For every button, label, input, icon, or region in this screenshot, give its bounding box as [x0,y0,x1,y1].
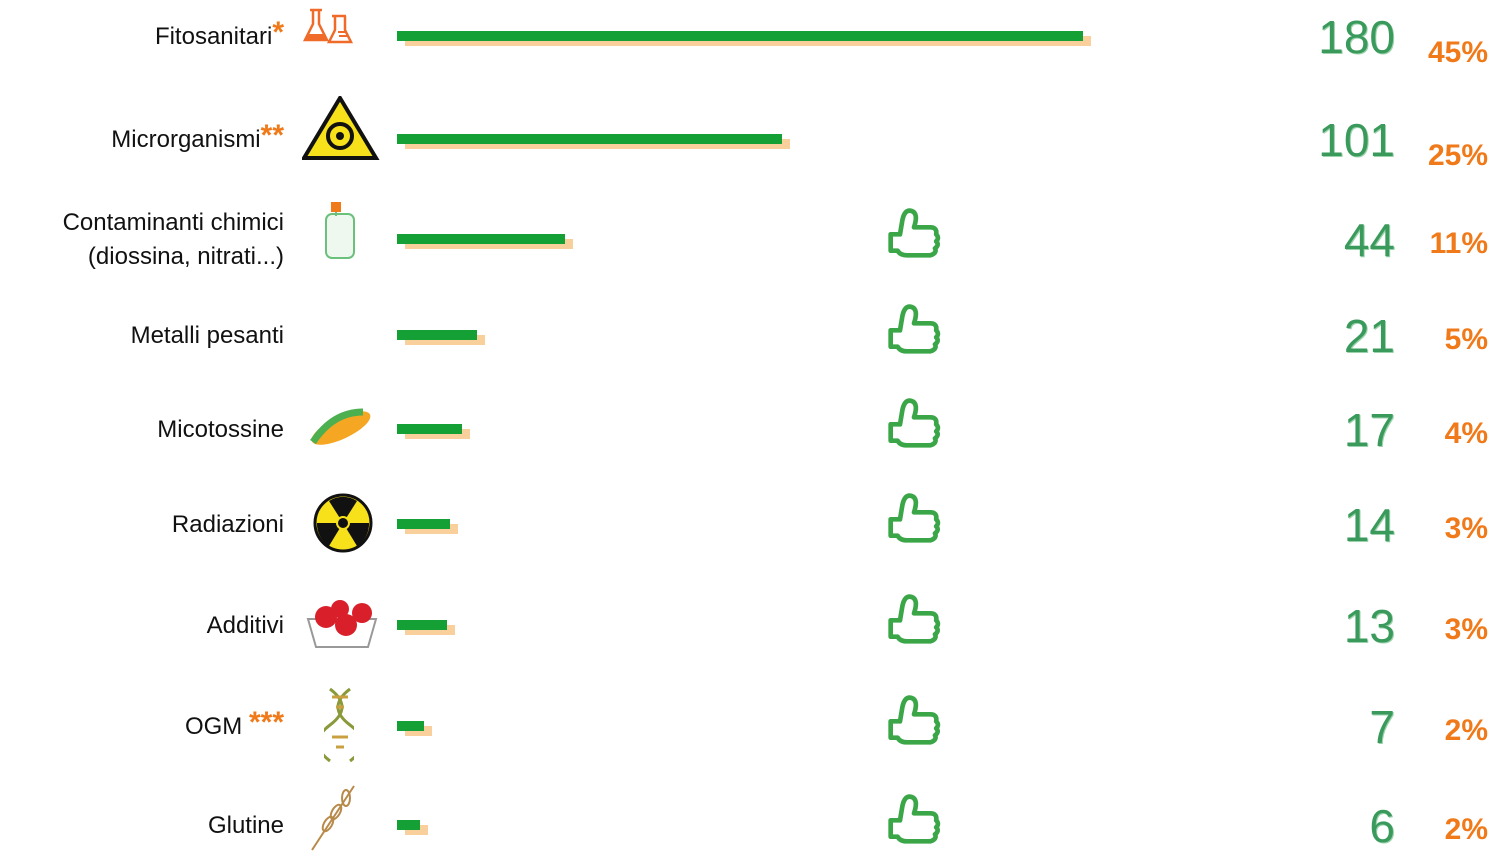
category-label: Metalli pesanti [0,319,284,353]
category-icon [302,96,380,162]
category-icon [302,6,362,66]
category-label: Fitosanitari* [0,20,284,54]
value-label: 44 [1344,213,1395,267]
share-label: 2% [1445,813,1488,847]
bar [397,134,782,144]
thumb-icon [886,594,942,656]
thumb-icon [886,208,942,270]
category-text: Microrganismi [111,126,260,153]
thumb-icon [886,304,942,366]
thumb-icon [886,398,942,460]
bar [397,620,447,630]
share-label: 25% [1428,139,1488,173]
category-label: Micotossine [0,413,284,447]
category-label: OGM *** [0,710,284,744]
thumb-icon [886,695,942,757]
value-label: 7 [1369,700,1395,754]
category-text: Fitosanitari [155,23,272,50]
share-label: 5% [1445,323,1488,357]
category-text: Micotossine [157,416,284,443]
category-text: Radiazioni [172,511,284,538]
category-label: Radiazioni [0,508,284,542]
value-label: 180 [1318,10,1395,64]
thumb-icon [886,794,942,856]
category-icon [324,685,354,763]
category-label: Additivi [0,609,284,643]
bar [397,234,565,244]
bar [397,519,450,529]
category-label: Glutine [0,809,284,843]
category-icon [305,402,379,452]
footnote-marker: *** [249,706,284,739]
value-label: 13 [1344,599,1395,653]
category-text: Metalli pesanti [131,322,284,349]
share-label: 11% [1430,227,1488,261]
page: {"chart_data": {"type": "bar", "orientat… [0,0,1501,853]
share-label: 2% [1445,714,1488,748]
bar [397,330,477,340]
value-label: 17 [1344,403,1395,457]
bar [397,31,1083,41]
footnote-marker: ** [261,119,284,152]
category-text: Additivi [207,612,284,639]
share-label: 3% [1445,512,1488,546]
footnote-marker: * [272,16,284,49]
category-icon [313,493,373,553]
category-label: Contaminanti chimici (diossina, nitrati.… [0,206,284,274]
share-label: 3% [1445,613,1488,647]
category-text: Glutine [208,812,284,839]
thumb-icon [886,493,942,555]
share-label: 45% [1428,36,1488,70]
category-icon [306,782,366,854]
share-label: 4% [1445,417,1488,451]
value-label: 101 [1318,113,1395,167]
value-label: 6 [1369,799,1395,853]
category-text: OGM [185,713,242,740]
category-text: Contaminanti chimici (diossina, nitrati.… [63,209,284,270]
bar [397,424,462,434]
category-icon [318,200,364,262]
category-icon [302,595,382,655]
value-label: 21 [1344,309,1395,363]
bar [397,721,424,731]
category-label: Microrganismi** [0,123,284,157]
bar [397,820,420,830]
value-label: 14 [1344,498,1395,552]
